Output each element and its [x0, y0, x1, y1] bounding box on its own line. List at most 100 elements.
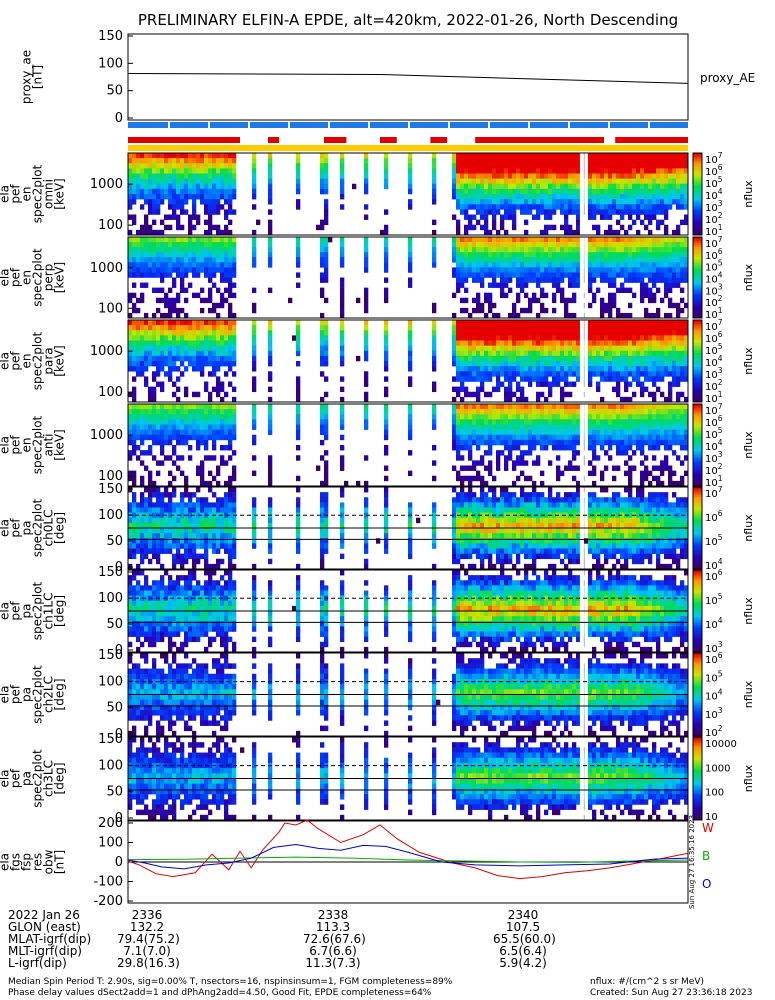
colorbar-tick: 103 — [705, 366, 723, 381]
colorbar-tick: 101 — [705, 474, 723, 489]
ephemeris-label: 2022 Jan 26 — [8, 908, 80, 922]
series-label-B: B — [702, 849, 710, 863]
colorbar-tick: 102 — [705, 724, 723, 739]
ytick-label: 150 — [98, 29, 123, 44]
colorbar-tick: 105 — [705, 175, 723, 190]
colorbar-tick: 105 — [705, 426, 723, 441]
colorbar-tick: 106 — [705, 568, 723, 583]
ytick-label: 50 — [106, 534, 123, 549]
colorbar-tick: 106 — [705, 651, 723, 666]
colorbar-tick: 105 — [705, 669, 723, 684]
ylabel: elapefenspec2plotomni[keV] — [0, 164, 67, 223]
colorbar-tick: 102 — [705, 462, 723, 477]
red-status-segment — [430, 137, 448, 143]
ephemeris-value: 113.3 — [315, 920, 351, 934]
colorbar-tick: 107 — [705, 402, 723, 417]
panel-pef-en-omni: 1000 100 elapefenspec2plotomni[keV] — [0, 152, 689, 236]
colorbars: 107106105104103102101nflux10710610510410… — [692, 151, 755, 823]
ytick-label: 150 — [98, 732, 123, 747]
colorbar-tick: 103 — [705, 640, 723, 655]
panel-frame — [127, 486, 689, 570]
colorbar-tick: 105 — [705, 592, 723, 607]
colorbar-tick: 106 — [705, 163, 723, 178]
ephemeris-label: GLON (east) — [8, 920, 81, 934]
ytick-label: 100 — [98, 56, 123, 71]
colorbar-label: nflux — [742, 263, 755, 291]
ephemeris-value: 6.7(6.6) — [309, 944, 357, 958]
ephemeris-value: 29.8(16.3) — [117, 956, 180, 970]
colorbar-tick: 104 — [705, 557, 723, 572]
series-B — [127, 856, 689, 863]
plot-stamp: Sun Aug 27 16:35:16 2023 — [688, 815, 696, 909]
ephemeris-label: MLAT-igrf(dip) — [8, 932, 92, 946]
colorbar-tick: 106 — [705, 330, 723, 345]
panel-frame — [127, 736, 689, 821]
colorbar-tick: 103 — [705, 199, 723, 214]
ytick-label: 100 — [98, 508, 123, 523]
ephemeris-value: 79.4(75.2) — [117, 932, 180, 946]
ephemeris-value: 132.2 — [129, 920, 165, 934]
panel-pef-en-para: 1000 100 elapefenspec2plotpara[keV] — [0, 319, 689, 403]
colorbar-label: nflux — [742, 764, 755, 792]
ephemeris-value: 2338 — [317, 908, 349, 922]
yellow-status-bar — [128, 145, 688, 151]
ylabel: elafgsfspresobw[nT] — [0, 849, 67, 874]
ytick-label: 1000 — [90, 177, 123, 192]
panel-frame — [127, 33, 689, 121]
colorbar-label: nflux — [742, 514, 755, 542]
colorbar-pef-pa-ch1LC: 106 105 104 103 nflux — [692, 568, 755, 655]
colorbar-label: nflux — [742, 597, 755, 625]
panel-pef-en-anti: 1000 100 elapefenspec2plotanti[keV] — [0, 403, 689, 487]
ephemeris-value: 7.1(7.0) — [123, 944, 171, 958]
panel-frame — [127, 236, 689, 319]
ephemeris-value: 65.5(60.0) — [493, 932, 556, 946]
ytick-label: 100 — [98, 301, 123, 316]
colorbar-tick: 105 — [705, 342, 723, 357]
ephemeris-value: 2336 — [131, 908, 163, 922]
proxy-ae-line: proxy_AE — [127, 71, 755, 85]
ytick-label: 100 — [98, 385, 123, 400]
panel-frame — [127, 652, 689, 737]
ylabel: elapefpaspec2plotch3LC[deg] — [0, 749, 67, 808]
colorbar-tick: 105 — [705, 259, 723, 274]
colorbar-label: nflux — [742, 431, 755, 459]
colorbar-tick: 1000 — [705, 763, 730, 774]
series-W — [127, 819, 689, 880]
ytick-label: 100 — [98, 836, 123, 851]
colorbar-tick: 104 — [705, 354, 723, 369]
colorbar-tick: 101 — [705, 390, 723, 405]
colorbar-label: nflux — [742, 680, 755, 708]
ephemeris-value: 72.6(67.6) — [303, 932, 366, 946]
footer-units: nflux: #/(cm^2 s sr MeV) — [590, 977, 704, 987]
colorbar-tick: 102 — [705, 211, 723, 226]
red-status-segment — [475, 137, 604, 143]
panel-pef-pa-ch0LC: 150 100 50 0 elapefpaspec2plotch0LC[deg] — [0, 482, 689, 575]
red-status-segment — [380, 137, 397, 143]
panel-pef-en-perp: 1000 100 elapefenspec2plotperp[keV] — [0, 236, 689, 319]
ytick-label: 100 — [98, 469, 123, 484]
ylabel: elapefpaspec2plotch0LC[deg] — [0, 498, 67, 557]
ytick-label: -100 — [93, 875, 123, 890]
ytick-label: 50 — [106, 617, 123, 632]
ephemeris-value: 11.3(7.3) — [305, 956, 361, 970]
panel-frame — [127, 403, 689, 487]
ytick-label: 50 — [106, 701, 123, 716]
ephemeris-label: L-igrf(dip) — [8, 956, 67, 970]
series-label-W: W — [702, 821, 714, 835]
proxy-ae-series — [127, 73, 689, 84]
red-status-segment — [268, 137, 280, 143]
colorbar-tick: 103 — [705, 450, 723, 465]
colorbar-label: nflux — [742, 180, 755, 208]
panel-pef-pa-ch1LC: 150 100 50 0 elapefpaspec2plotch1LC[deg] — [0, 565, 689, 658]
colorbar-tick: 107 — [705, 151, 723, 166]
ylabel: elapefpaspec2plotch2LC[deg] — [0, 665, 67, 724]
ephemeris-value: 107.5 — [505, 920, 541, 934]
line-panels: proxy_AE WBO Sun Aug 27 16:35:16 2023 — [127, 71, 755, 909]
red-status-segment — [128, 137, 240, 143]
ytick-label: 100 — [98, 218, 123, 233]
fgs-lines: WBO Sun Aug 27 16:35:16 2023 — [127, 815, 714, 909]
